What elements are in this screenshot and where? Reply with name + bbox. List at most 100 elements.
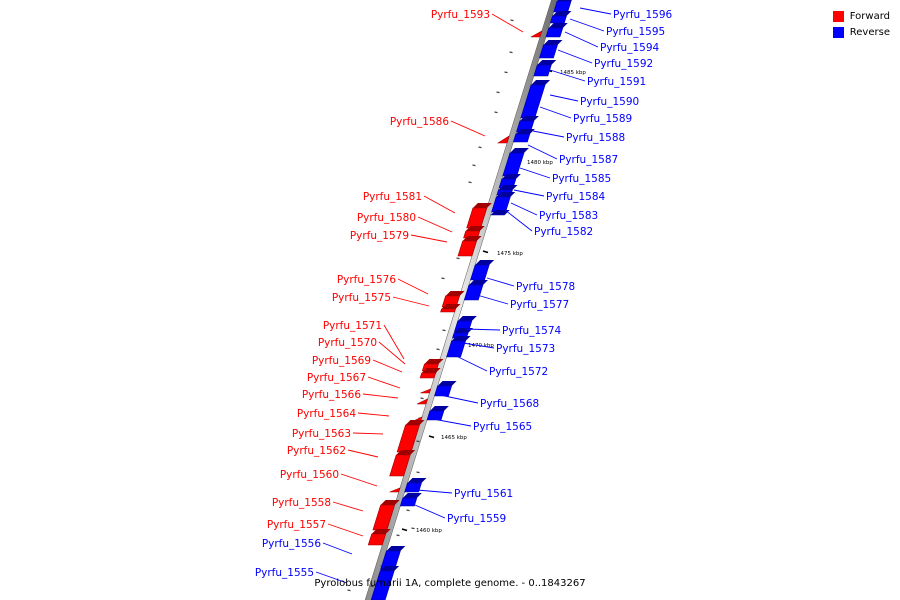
gene-label[interactable]: Pyrfu_1568 xyxy=(480,398,539,410)
gene-label[interactable]: Pyrfu_1564 xyxy=(297,408,357,420)
gene-label[interactable]: Pyrfu_1572 xyxy=(489,366,548,378)
gene-label[interactable]: Pyrfu_1595 xyxy=(606,26,665,38)
gene-feature[interactable] xyxy=(399,493,422,507)
gene-label[interactable]: Pyrfu_1563 xyxy=(292,428,351,440)
gene-top-face xyxy=(402,493,422,498)
gene-label[interactable]: Pyrfu_1560 xyxy=(280,469,339,481)
gene-feature[interactable] xyxy=(530,30,543,38)
gene-feature[interactable] xyxy=(457,236,482,257)
gene-feature[interactable] xyxy=(539,40,563,59)
gene-label[interactable]: Pyrfu_1559 xyxy=(447,513,506,525)
gene-label[interactable]: Pyrfu_1596 xyxy=(613,9,673,21)
gene-feature[interactable] xyxy=(440,304,461,313)
gene-label[interactable]: Pyrfu_1594 xyxy=(600,42,660,54)
gene-feature[interactable] xyxy=(512,129,535,143)
track-dash xyxy=(416,440,420,443)
gene-shape xyxy=(446,340,466,358)
gene-label[interactable]: Pyrfu_1578 xyxy=(516,281,575,293)
gene-feature[interactable] xyxy=(372,500,400,531)
gene-label[interactable]: Pyrfu_1588 xyxy=(566,132,625,144)
gene-label[interactable]: Pyrfu_1587 xyxy=(559,154,618,166)
gene-label[interactable]: Pyrfu_1582 xyxy=(534,226,593,238)
gene-label[interactable]: Pyrfu_1592 xyxy=(594,58,653,70)
gene-label[interactable]: Pyrfu_1575 xyxy=(332,292,391,304)
gene-shape xyxy=(549,15,567,24)
gene-feature[interactable] xyxy=(419,368,441,379)
gene-label[interactable]: Pyrfu_1573 xyxy=(496,343,555,355)
gene-label[interactable]: Pyrfu_1557 xyxy=(267,519,326,531)
gene-feature[interactable] xyxy=(367,529,391,546)
gene-feature[interactable] xyxy=(426,406,449,421)
gene-feature[interactable] xyxy=(466,203,492,229)
gene-label[interactable]: Pyrfu_1558 xyxy=(272,497,331,509)
gene-label[interactable]: Pyrfu_1555 xyxy=(255,567,314,579)
gene-feature[interactable] xyxy=(389,450,416,477)
gene-label[interactable]: Pyrfu_1561 xyxy=(454,488,513,500)
gene-feature[interactable] xyxy=(470,260,495,281)
gene-feature[interactable] xyxy=(553,0,576,13)
gene-leader-line xyxy=(527,144,558,160)
gene-top-face xyxy=(386,546,406,551)
gene-label[interactable]: Pyrfu_1590 xyxy=(580,96,639,108)
gene-label[interactable]: Pyrfu_1570 xyxy=(318,337,377,349)
gene-label[interactable]: Pyrfu_1576 xyxy=(337,274,397,286)
gene-feature[interactable] xyxy=(396,420,425,453)
kbp-tick-label: 1460 kbp xyxy=(416,528,442,534)
track-dash xyxy=(494,111,498,114)
gene-feature[interactable] xyxy=(370,566,400,600)
gene-label[interactable]: Pyrfu_1593 xyxy=(431,9,490,21)
gene-feature[interactable] xyxy=(497,135,510,144)
gene-shape xyxy=(367,533,387,546)
gene-feature[interactable] xyxy=(491,192,516,213)
gene-label[interactable]: Pyrfu_1567 xyxy=(307,372,366,384)
gene-feature[interactable] xyxy=(389,487,401,493)
gene-label[interactable]: Pyrfu_1569 xyxy=(312,355,371,367)
gene-label[interactable]: Pyrfu_1589 xyxy=(573,113,632,125)
gene-label[interactable]: Pyrfu_1571 xyxy=(323,320,382,332)
gene-feature[interactable] xyxy=(420,388,432,394)
gene-leader-line xyxy=(367,376,401,389)
gene-feature[interactable] xyxy=(463,280,488,301)
gene-top-face xyxy=(462,236,482,241)
gene-label[interactable]: Pyrfu_1562 xyxy=(287,445,346,457)
gene-leader-line xyxy=(410,234,448,243)
gene-top-face xyxy=(371,529,391,534)
gene-feature[interactable] xyxy=(549,11,572,24)
gene-label[interactable]: Pyrfu_1577 xyxy=(510,299,569,311)
gene-label[interactable]: Pyrfu_1586 xyxy=(390,116,450,128)
gene-top-face xyxy=(515,129,535,134)
gene-shape xyxy=(420,388,432,394)
gene-feature[interactable] xyxy=(502,148,529,177)
gene-feature[interactable] xyxy=(533,60,557,77)
gene-leader-line xyxy=(392,296,430,307)
gene-leader-line xyxy=(519,167,551,179)
gene-leader-line xyxy=(327,523,364,537)
track-dash xyxy=(436,348,440,351)
gene-feature[interactable] xyxy=(490,210,510,216)
gene-label[interactable]: Pyrfu_1585 xyxy=(552,173,611,185)
genome-caption: Pyrolobus fumarii 1A, complete genome. -… xyxy=(314,578,586,589)
gene-label[interactable]: Pyrfu_1556 xyxy=(262,538,322,550)
gene-feature[interactable] xyxy=(380,546,406,571)
gene-label[interactable]: Pyrfu_1591 xyxy=(587,76,646,88)
gene-label[interactable]: Pyrfu_1584 xyxy=(546,191,606,203)
gene-feature[interactable] xyxy=(545,23,568,38)
gene-leader-line xyxy=(510,202,538,216)
gene-label[interactable]: Pyrfu_1580 xyxy=(357,212,416,224)
gene-top-face xyxy=(472,203,492,208)
gene-label[interactable]: Pyrfu_1566 xyxy=(302,389,362,401)
gene-feature[interactable] xyxy=(416,398,429,405)
gene-label[interactable]: Pyrfu_1583 xyxy=(539,210,598,222)
gene-label[interactable]: Pyrfu_1579 xyxy=(350,230,409,242)
gene-shape xyxy=(399,497,418,507)
gene-top-face xyxy=(396,450,416,455)
gene-label[interactable]: Pyrfu_1574 xyxy=(502,325,562,337)
gene-label[interactable]: Pyrfu_1565 xyxy=(473,421,532,433)
gene-feature[interactable] xyxy=(446,336,471,358)
gene-shape xyxy=(434,385,453,397)
gene-shape xyxy=(466,207,488,229)
gene-feature[interactable] xyxy=(434,381,457,397)
gene-label[interactable]: Pyrfu_1581 xyxy=(363,191,422,203)
track-dash xyxy=(416,471,420,474)
